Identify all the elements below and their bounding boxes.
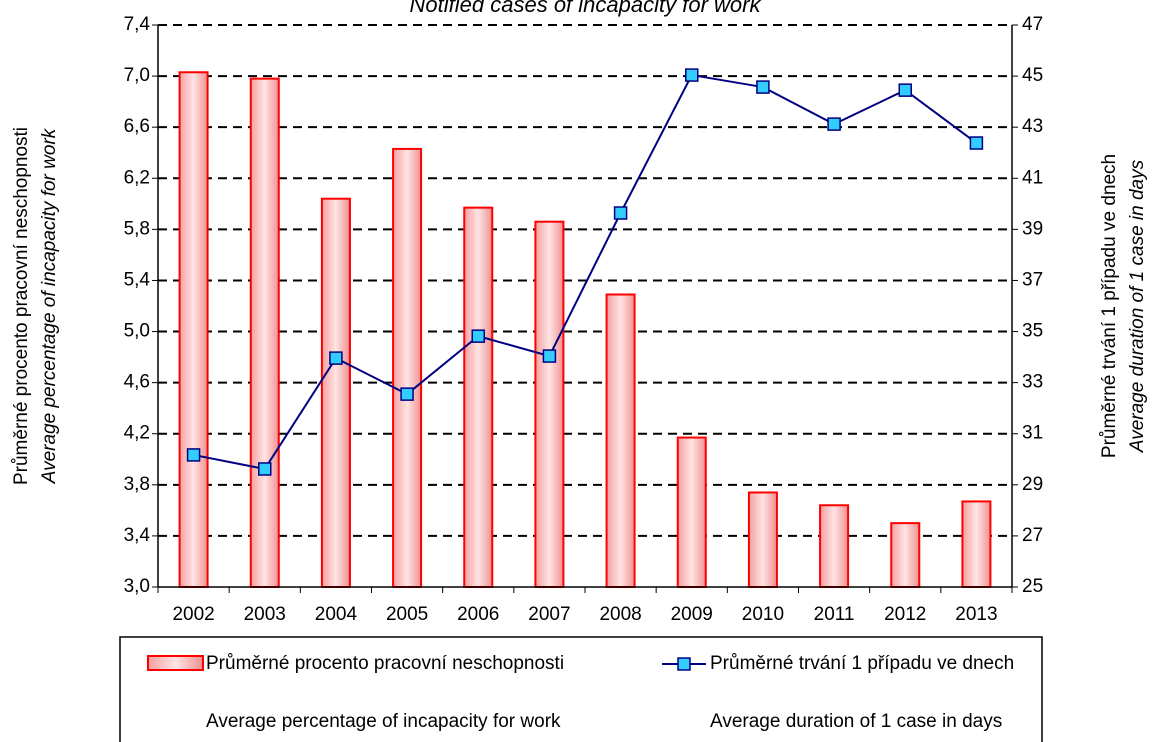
line xyxy=(193,73,978,471)
y2-tick-label: 33 xyxy=(1022,372,1043,393)
y-tick-label: 5,8 xyxy=(124,218,150,239)
marker xyxy=(756,80,770,94)
y-axis-label: Average percentage of incapacity for wor… xyxy=(39,127,60,484)
y-tick-label: 6,2 xyxy=(124,167,150,188)
marker xyxy=(186,448,201,462)
x-tick-label: 2007 xyxy=(528,604,570,625)
y2-tick-label: 31 xyxy=(1022,423,1043,444)
x-tick-label: 2003 xyxy=(244,604,286,625)
x-tick-label: 2013 xyxy=(955,604,997,625)
bar xyxy=(178,71,209,588)
marker xyxy=(471,329,485,343)
marker xyxy=(685,68,699,82)
y2-tick-label: 35 xyxy=(1022,321,1043,342)
marker xyxy=(898,83,912,97)
x-tick-label: 2006 xyxy=(457,604,499,625)
bar xyxy=(320,197,351,589)
marker xyxy=(400,387,414,401)
y-tick-label: 3,8 xyxy=(124,474,150,495)
bar xyxy=(961,500,992,588)
x-tick-label: 2012 xyxy=(884,604,926,625)
marker xyxy=(542,349,557,363)
y2-tick-label: 27 xyxy=(1022,525,1043,546)
legend-swatch xyxy=(677,657,691,671)
y-tick-label: 4,2 xyxy=(124,423,150,444)
bar xyxy=(463,206,494,588)
y-tick-label: 6,6 xyxy=(124,116,150,137)
y-tick-label: 7,0 xyxy=(124,65,150,86)
marker xyxy=(258,462,272,476)
x-tick-label: 2009 xyxy=(671,604,713,625)
bar xyxy=(819,504,850,588)
y2-tick-label: 29 xyxy=(1022,474,1043,495)
x-tick-label: 2008 xyxy=(599,604,641,625)
legend-label: Average duration of 1 case in days xyxy=(710,711,1002,732)
legend-swatch xyxy=(147,655,204,671)
y-tick-label: 3,0 xyxy=(124,576,150,597)
bar xyxy=(534,220,565,588)
y2-tick-label: 25 xyxy=(1022,576,1043,597)
y-tick-label: 3,4 xyxy=(124,525,151,546)
x-tick-label: 2010 xyxy=(742,604,784,625)
y-tick-label: 5,4 xyxy=(124,269,151,290)
bar xyxy=(249,77,280,589)
chart-title: Notified cases of incapacity for work xyxy=(410,0,762,17)
y2-tick-label: 45 xyxy=(1022,65,1043,86)
marker xyxy=(613,206,628,220)
x-tick-label: 2002 xyxy=(172,604,214,625)
y2-tick-label: 43 xyxy=(1022,116,1043,137)
x-tick-label: 2004 xyxy=(315,604,358,625)
y2-tick-label: 41 xyxy=(1022,167,1043,188)
marker xyxy=(827,117,841,131)
y2-tick-label: 39 xyxy=(1022,218,1043,239)
legend-box xyxy=(119,636,1043,742)
marker xyxy=(329,351,343,365)
legend-label: Průměrné procento pracovní neschopnosti xyxy=(206,653,564,674)
bar xyxy=(605,293,636,588)
bar xyxy=(890,522,921,588)
bar xyxy=(676,436,707,588)
x-tick-label: 2005 xyxy=(386,604,428,625)
y2-tick-label: 37 xyxy=(1022,269,1043,290)
bar xyxy=(392,147,423,589)
y2-axis-label: Průměrné trvání 1 případu ve dnech xyxy=(1099,154,1120,458)
marker xyxy=(969,136,984,150)
legend-label: Average percentage of incapacity for wor… xyxy=(206,711,561,732)
y2-axis-label: Average duration of 1 case in days xyxy=(1127,159,1148,453)
y-axis-label: Průměrné procento pracovní neschopnosti xyxy=(11,127,32,485)
legend-label: Průměrné trvání 1 případu ve dnech xyxy=(710,653,1014,674)
y2-tick-label: 47 xyxy=(1022,14,1043,35)
y-tick-label: 4,6 xyxy=(124,372,150,393)
y-tick-label: 5,0 xyxy=(124,321,150,342)
x-tick-label: 2011 xyxy=(814,604,855,625)
bar xyxy=(747,491,778,588)
y-tick-label: 7,4 xyxy=(124,14,151,35)
